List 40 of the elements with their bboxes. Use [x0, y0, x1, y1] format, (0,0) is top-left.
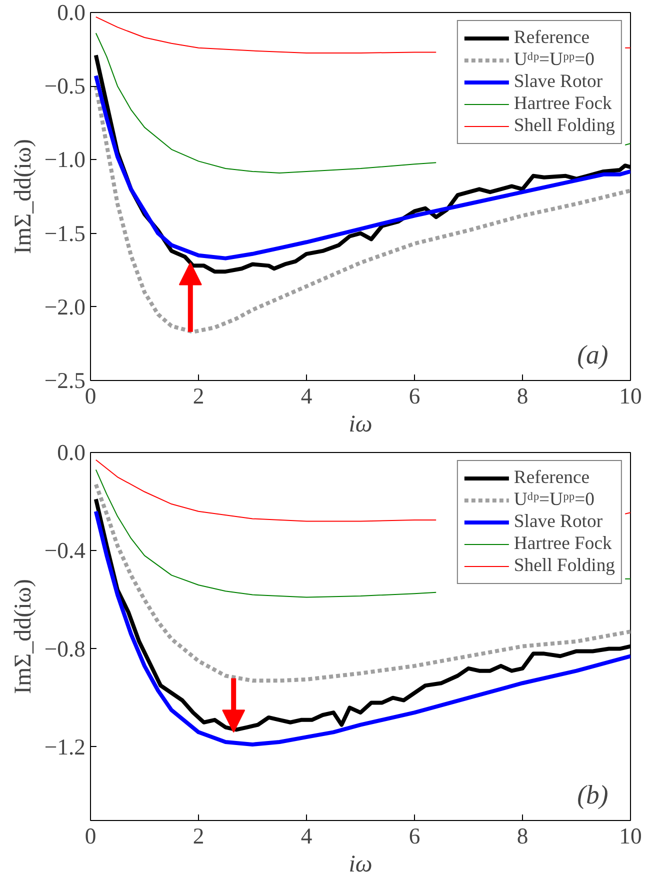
x-tick-label: 4 — [300, 824, 312, 848]
annotation: (b) — [577, 780, 608, 810]
legend-label: Uᵈᵖ=Uᵖᵖ=0 — [514, 489, 594, 511]
legend-label: Uᵈᵖ=Uᵖᵖ=0 — [514, 49, 594, 71]
y-tick-label: −1.2 — [44, 734, 86, 760]
legend-label: Slave Rotor — [514, 71, 603, 93]
x-tick-label: 4 — [300, 384, 312, 408]
legend-label: Hartree Fock — [514, 93, 612, 115]
y-tick-label: 0.0 — [57, 0, 86, 25]
y-axis-title: ImΣ_dd(iω) — [10, 138, 36, 254]
y-axis-title: ImΣ_dd(iω) — [10, 578, 36, 694]
x-axis-title: iω — [348, 412, 372, 438]
y-tick-label: −0.4 — [44, 538, 86, 564]
legend-label: Reference — [514, 467, 590, 489]
x-tick-label: 6 — [408, 384, 420, 408]
x-tick-label: 10 — [619, 384, 642, 408]
x-tick-label: 6 — [408, 824, 420, 848]
y-tick-label: −0.5 — [44, 74, 86, 99]
x-tick-label: 8 — [516, 384, 528, 408]
y-tick-label: −0.8 — [44, 636, 86, 662]
line-series — [94, 74, 630, 260]
legend-label: Hartree Fock — [514, 533, 612, 555]
line-series — [94, 482, 630, 683]
legend-label: Shell Folding — [514, 555, 615, 577]
x-axis-title: iω — [348, 852, 372, 878]
x-tick-label: 8 — [516, 824, 528, 848]
x-tick-label: 10 — [619, 824, 642, 848]
y-tick-label: −1.0 — [44, 147, 86, 172]
legend-label: Shell Folding — [514, 115, 615, 137]
y-tick-label: −1.5 — [44, 220, 86, 246]
x-tick-label: 0 — [84, 384, 96, 408]
y-tick-label: −2.5 — [44, 368, 86, 393]
x-tick-label: 2 — [192, 824, 204, 848]
y-tick-label: −2.0 — [44, 294, 86, 320]
legend-label: Reference — [514, 27, 590, 49]
y-tick-label: 0.0 — [57, 440, 86, 465]
legend-label: Slave Rotor — [514, 511, 603, 533]
annotation: (a) — [577, 340, 608, 370]
x-tick-label: 2 — [192, 384, 204, 408]
x-tick-label: 0 — [84, 824, 96, 848]
